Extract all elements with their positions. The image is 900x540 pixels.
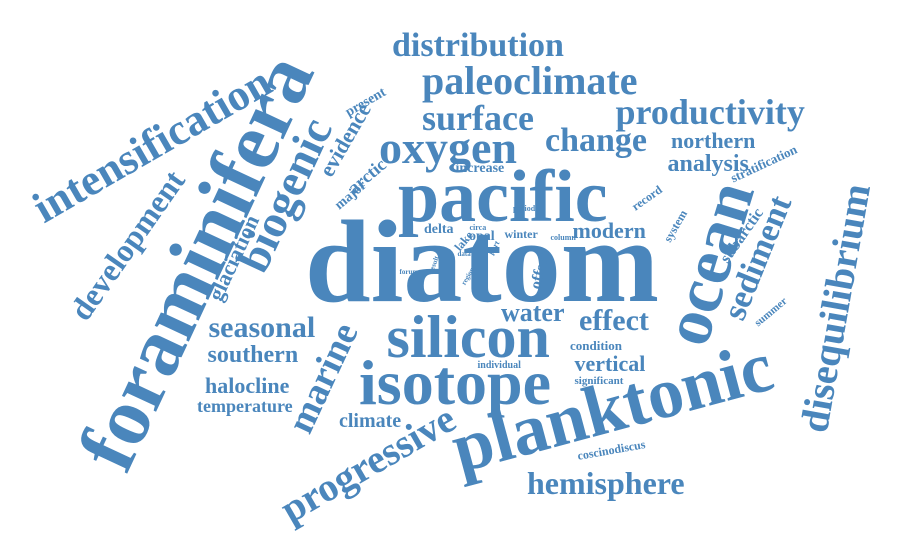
word-halocline: halocline bbox=[205, 373, 290, 398]
word-individual: individual bbox=[477, 360, 521, 371]
word-modern: modern bbox=[572, 218, 646, 243]
word-disequilibrium: disequilibrium bbox=[790, 180, 879, 436]
word-surface: surface bbox=[422, 98, 534, 138]
word-change: change bbox=[545, 122, 647, 159]
word-delta: delta bbox=[424, 222, 454, 237]
word-temperature: temperature bbox=[197, 396, 293, 416]
word-period: period bbox=[513, 204, 536, 213]
word-pacific: pacific bbox=[398, 156, 608, 238]
word-climate: climate bbox=[339, 410, 402, 432]
word-southern: southern bbox=[207, 342, 299, 368]
word-paleoclimate: paleoclimate bbox=[422, 58, 638, 103]
word-hemisphere: hemisphere bbox=[527, 465, 685, 501]
word-northern: northern bbox=[671, 128, 756, 153]
word-effect: effect bbox=[579, 304, 649, 337]
word-water: water bbox=[501, 298, 565, 327]
word-productivity: productivity bbox=[615, 92, 805, 132]
word-diatom: diatom bbox=[305, 196, 659, 327]
word-opal: opal bbox=[469, 229, 495, 244]
word-winter: winter bbox=[504, 227, 538, 241]
word-circa: circa bbox=[469, 223, 487, 232]
word-significant: significant bbox=[574, 374, 624, 387]
word-isotope: isotope bbox=[359, 347, 551, 418]
word-oxygen: oxygen bbox=[379, 122, 517, 173]
word-increase: increase bbox=[455, 161, 505, 176]
word-distribution: distribution bbox=[392, 27, 564, 64]
word-analysis: analysis bbox=[667, 151, 749, 177]
word-data: data bbox=[457, 249, 471, 258]
word-silicon: silicon bbox=[386, 304, 550, 370]
word-seasonal: seasonal bbox=[208, 311, 316, 344]
word-column: column bbox=[550, 233, 576, 242]
word-condition: condition bbox=[570, 337, 623, 353]
word-forum: forum bbox=[399, 267, 419, 276]
word-vertical: vertical bbox=[574, 351, 646, 376]
